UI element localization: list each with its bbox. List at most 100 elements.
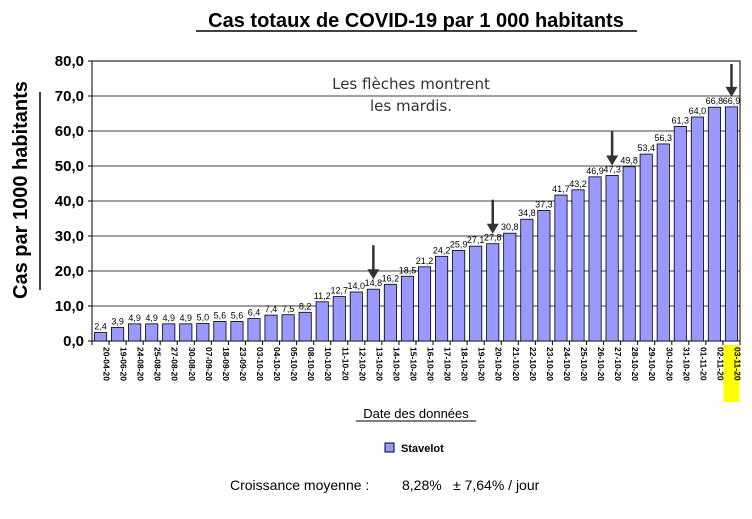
bar <box>486 243 500 342</box>
data-label: 43,2 <box>569 179 587 189</box>
y-tick-label: 0,0 <box>63 333 84 350</box>
bar <box>349 291 363 342</box>
x-tick-label: 05-10-20 <box>289 347 299 381</box>
data-label: 41,7 <box>552 184 570 194</box>
y-axis-label: Cas par 1000 habitants <box>10 81 32 299</box>
x-tick-label: 10-10-20 <box>323 347 333 381</box>
y-tick-label: 20,0 <box>55 263 84 280</box>
chart-title: Cas totaux de COVID-19 par 1 000 habitan… <box>208 10 624 32</box>
data-label: 5,0 <box>197 313 210 323</box>
data-label: 34,8 <box>518 208 536 218</box>
x-tick-label: 15-10-20 <box>408 347 418 381</box>
data-label: 30,8 <box>501 222 519 232</box>
data-label: 4,9 <box>180 313 193 323</box>
annotation-line-1: Les flèches montrent <box>332 75 490 93</box>
bar <box>571 189 585 342</box>
bar <box>469 245 483 342</box>
bar <box>639 153 653 342</box>
data-label: 7,4 <box>265 304 278 314</box>
x-tick-label: 13-10-20 <box>374 347 384 381</box>
bar <box>435 255 449 342</box>
footer-value: 8,28% <box>402 477 442 493</box>
x-tick-label: 04-10-20 <box>272 347 282 381</box>
x-tick-label: 30-08-20 <box>187 347 197 381</box>
bar <box>383 283 397 342</box>
bar <box>162 323 176 342</box>
x-tick-label: 23-10-20 <box>545 347 555 381</box>
data-label: 4,9 <box>145 313 158 323</box>
bar <box>503 232 517 342</box>
bar <box>588 176 602 342</box>
y-ticks: 0,0 10,0 20,0 30,0 40,0 50,0 60,0 70,0 80,0 <box>55 53 92 350</box>
data-label: 4,9 <box>128 313 141 323</box>
x-tick-label: 01-11-20 <box>698 347 708 381</box>
arrow-head-icon <box>606 155 619 166</box>
bar <box>179 323 193 342</box>
bar <box>145 323 159 342</box>
y-tick-label: 10,0 <box>55 298 84 315</box>
x-tick-label: 03-11-20 <box>732 347 742 381</box>
data-label: 27,8 <box>484 233 502 243</box>
data-label: 61,3 <box>672 115 690 125</box>
x-tick-label: 28-10-20 <box>630 347 640 381</box>
tuesday-arrows <box>367 64 738 280</box>
data-label: 46,9 <box>586 166 604 176</box>
bar <box>281 314 295 342</box>
x-tick-label: 27-10-20 <box>613 347 623 381</box>
x-tick-label: 26-10-20 <box>596 347 606 381</box>
x-tick-label: 23-09-20 <box>238 347 248 381</box>
x-tick-label: 16-10-20 <box>426 347 436 381</box>
bar <box>605 175 619 342</box>
y-tick-label: 30,0 <box>55 228 84 245</box>
bar <box>690 116 704 342</box>
bar <box>230 320 244 342</box>
x-tick-label: 12-10-20 <box>357 347 367 381</box>
data-label: 3,9 <box>111 316 124 326</box>
data-label: 5,6 <box>214 310 227 320</box>
legend-label: Stavelot <box>401 443 444 455</box>
data-label: 6,4 <box>248 308 261 318</box>
bar <box>724 106 739 342</box>
data-label: 2,4 <box>94 322 107 332</box>
data-label: 8,2 <box>299 301 312 311</box>
bar <box>298 311 312 342</box>
annotation-line-2: les mardis. <box>370 97 452 115</box>
x-tick-label: 17-10-20 <box>443 347 453 381</box>
x-tick-label: 21-10-20 <box>511 347 521 381</box>
data-label: 47,3 <box>603 164 621 174</box>
y-tick-label: 40,0 <box>55 193 84 210</box>
bar <box>656 143 670 342</box>
x-ticks: 20-04-20 19-06-20 24-08-20 25-08-20 27-08-20… <box>91 341 742 402</box>
data-label: 16,2 <box>382 273 400 283</box>
x-tick-highlight <box>723 345 740 402</box>
x-tick-label: 24-10-20 <box>562 347 572 381</box>
y-tick-label: 50,0 <box>55 158 84 175</box>
data-labels: 2,43,9 4,9 4,9 4,9 4,9 5,0 5,6 5,6 6,4 7,4 7,5 8,21… <box>94 96 740 332</box>
bars <box>93 106 739 342</box>
x-tick-label: 30-10-20 <box>664 347 674 381</box>
bar <box>315 301 329 342</box>
x-tick-label: 24-08-20 <box>136 347 146 381</box>
data-label: 5,6 <box>231 310 244 320</box>
data-label: 11,2 <box>314 291 331 301</box>
bar <box>128 323 142 342</box>
x-tick-label: 29-10-20 <box>647 347 657 381</box>
x-tick-label: 25-10-20 <box>579 347 589 381</box>
data-label: 64,0 <box>689 106 707 116</box>
bar <box>111 326 125 342</box>
arrow-head-icon <box>367 269 380 280</box>
x-tick-label: 18-09-20 <box>221 347 231 381</box>
x-tick-label: 19-06-20 <box>119 347 129 381</box>
bar <box>452 249 466 342</box>
x-tick-label: 03-10-20 <box>255 347 265 381</box>
x-tick-label: 14-10-20 <box>391 347 401 381</box>
bar <box>520 218 534 342</box>
data-label: 24,2 <box>433 245 451 255</box>
x-tick-label: 22-10-20 <box>528 347 538 381</box>
x-tick-label: 27-08-20 <box>170 347 180 381</box>
x-tick-label: 31-10-20 <box>681 347 691 381</box>
bar <box>247 318 261 342</box>
arrow-head-icon <box>725 86 738 97</box>
data-label: 49,8 <box>620 156 638 166</box>
